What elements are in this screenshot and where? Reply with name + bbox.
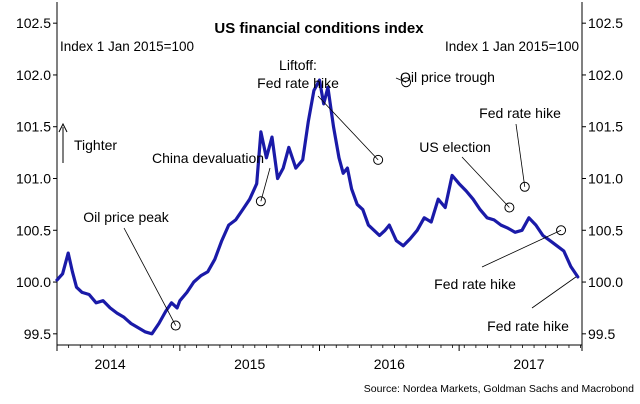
annotation-label: Oil price trough <box>400 69 495 85</box>
event-marker <box>401 77 412 88</box>
event-marker <box>504 202 515 213</box>
annotation-leader <box>260 167 271 202</box>
annotation-label: Fed rate hike <box>487 318 569 334</box>
annotations: Oil price peak China devaluation Liftoff: F… <box>83 57 577 334</box>
event-marker <box>519 181 530 192</box>
annotation-label: Liftoff: <box>279 57 317 73</box>
y-ticks: 102.5 102.5 102.0 102.0 101.5 101.5 101.0 101.0… <box>16 15 623 342</box>
y-tick-label-right: 99.5 <box>588 326 615 342</box>
annotation-leader <box>395 77 407 83</box>
subtitle-right: Index 1 Jan 2015=100 <box>445 39 579 54</box>
subtitle-left: Index 1 Jan 2015=100 <box>60 39 194 54</box>
annotation-leader <box>123 227 177 326</box>
y-tick-label-right: 101.0 <box>588 171 623 187</box>
event-marker <box>556 225 567 236</box>
source-note: Source: Nordea Markets, Goldman Sachs an… <box>364 383 634 395</box>
annotation-label: US election <box>419 139 491 155</box>
annotation-label: Fed rate hike <box>257 75 339 91</box>
event-marker <box>373 154 384 165</box>
annotation-leader <box>515 123 526 187</box>
annotation-label: Fed rate hike <box>434 276 516 292</box>
x-tick-label: 2017 <box>513 356 544 372</box>
annotation-label: Oil price peak <box>83 209 170 225</box>
y-tick-label-right: 102.0 <box>588 67 623 83</box>
chart-title: US financial conditions index <box>214 20 424 37</box>
annotation-leader <box>461 156 510 208</box>
y-tick-label-left: 100.0 <box>16 274 51 290</box>
y-tick-label-right: 100.0 <box>588 274 623 290</box>
y-tick-label-right: 101.5 <box>588 119 623 135</box>
y-tick-label-right: 102.5 <box>588 15 623 31</box>
y-tick-label-left: 102.0 <box>16 67 51 83</box>
y-tick-label-left: 99.5 <box>24 326 51 342</box>
series-line <box>55 78 580 336</box>
annotation-leader <box>481 229 562 268</box>
x-tick-label: 2016 <box>374 356 405 372</box>
annotation-leader <box>531 276 577 309</box>
tighter-arrowhead <box>58 122 68 133</box>
y-tick-label-right: 100.5 <box>588 222 623 238</box>
x-tick-label: 2015 <box>234 356 265 372</box>
tighter-label: Tighter <box>74 137 117 153</box>
x-tick-label: 2014 <box>94 356 125 372</box>
y-tick-label-left: 102.5 <box>16 15 51 31</box>
annotation-leader <box>317 95 379 161</box>
annotation-label: China devaluation <box>152 150 264 166</box>
tighter-indicator: Tighter <box>58 122 117 163</box>
event-marker <box>255 196 266 207</box>
x-ticks: 2014 2015 2016 2017 <box>56 345 583 372</box>
y-tick-label-left: 100.5 <box>16 222 51 238</box>
y-tick-label-left: 101.0 <box>16 171 51 187</box>
annotation-label: Fed rate hike <box>479 105 561 121</box>
event-marker <box>170 320 181 331</box>
y-tick-label-left: 101.5 <box>16 119 51 135</box>
series <box>55 78 580 336</box>
